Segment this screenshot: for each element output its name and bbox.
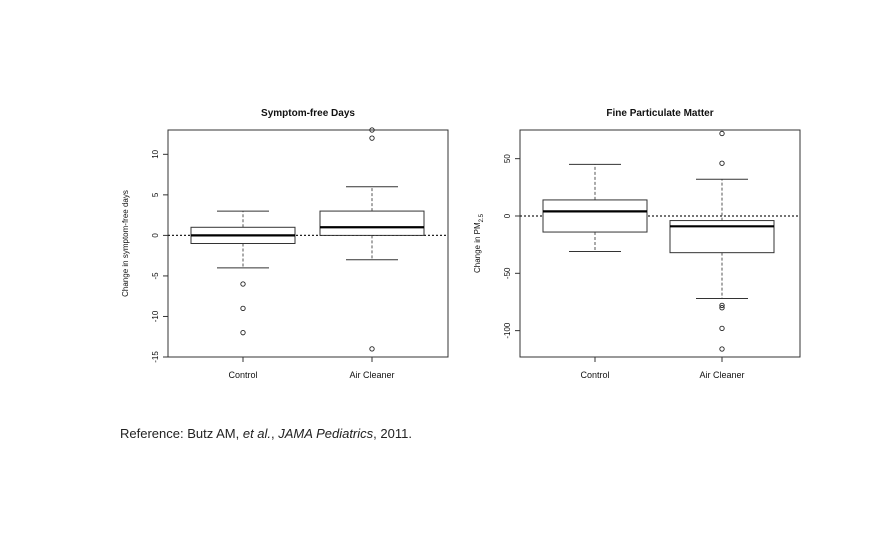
outlier-point [240, 305, 246, 312]
y-tick-label: -10 [151, 310, 160, 322]
y-axis-label-subscript: 2.5 [479, 213, 485, 222]
outlier-point [369, 135, 375, 141]
reference-middle: , [271, 426, 279, 441]
y-axis-label: Change in PM2.5 [473, 213, 485, 273]
chart-panel-1: Symptom-free Days -15 -10 -5 0 5 10 Change in s… [121, 108, 449, 380]
outlier-point [719, 130, 725, 137]
box-control: Control [190, 210, 296, 380]
reference-journal: JAMA Pediatrics [278, 426, 374, 441]
y-axis-label: Change in symptom-free days [121, 190, 130, 297]
box-air-cleaner: Air Cleaner [319, 127, 425, 380]
chart-title: Symptom-free Days [261, 108, 355, 119]
outlier-point [240, 330, 246, 336]
iqr-box [319, 210, 425, 236]
outlier-point [719, 302, 725, 309]
outlier-point [369, 346, 375, 352]
y-tick-label: 0 [503, 213, 512, 218]
category-label: Air Cleaner [699, 370, 744, 380]
y-tick-label: 50 [503, 154, 512, 163]
category-label: Air Cleaner [349, 370, 394, 380]
y-tick-label: 0 [151, 233, 160, 238]
outlier-point [369, 127, 375, 133]
plot-frame [167, 129, 449, 358]
reference-etal: et al. [242, 426, 272, 441]
box-control: Control [542, 163, 648, 380]
y-tick-label: -5 [151, 272, 160, 280]
chart-panel-2: Fine Particulate Matter -100 -50 0 50 Change … [473, 108, 801, 380]
iqr-box [542, 199, 648, 233]
outlier-point [719, 325, 725, 331]
outlier-point [719, 305, 725, 311]
outlier-point [719, 160, 725, 166]
plot-frame [519, 129, 801, 358]
y-tick-label: -15 [151, 351, 160, 363]
y-tick-label: 10 [151, 149, 160, 158]
outlier-point [719, 346, 725, 352]
y-tick-label: 5 [151, 192, 160, 197]
box-air-cleaner: Air Cleaner [669, 130, 775, 380]
reference-suffix: , 2011. [373, 426, 412, 441]
outlier-point [240, 281, 246, 287]
reference-prefix: Reference: Butz AM, [120, 426, 243, 441]
category-label: Control [228, 370, 257, 380]
y-tick-label: -50 [503, 267, 512, 279]
chart-title: Fine Particulate Matter [606, 108, 713, 119]
category-label: Control [580, 370, 609, 380]
reference-citation: Reference: Butz AM, et al., JAMA Pediatr… [120, 426, 412, 441]
y-tick-label: -100 [503, 322, 512, 339]
